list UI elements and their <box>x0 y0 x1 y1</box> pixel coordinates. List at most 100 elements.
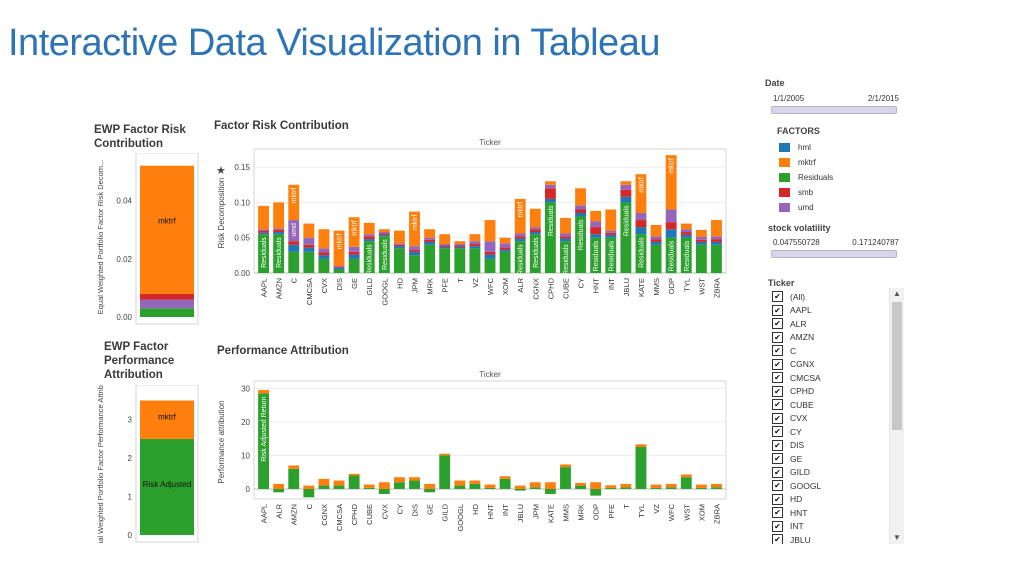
bar-segment[interactable] <box>140 299 194 309</box>
scroll-up-icon[interactable]: ▲ <box>893 289 901 298</box>
bar-segment[interactable] <box>499 476 511 479</box>
checkbox-checked-icon[interactable]: ✔ <box>772 520 783 532</box>
bar-segment[interactable] <box>590 488 602 496</box>
bar-segment[interactable] <box>348 473 360 476</box>
bar-segment[interactable] <box>605 230 617 233</box>
bar-segment[interactable] <box>575 205 587 210</box>
bar-segment[interactable] <box>544 482 556 489</box>
bar-segment[interactable] <box>544 184 556 189</box>
bar-segment[interactable] <box>499 243 511 248</box>
bar-segment[interactable] <box>140 308 194 317</box>
bar-segment[interactable] <box>273 232 285 235</box>
ticker-item[interactable]: ✔ HD <box>772 493 906 507</box>
factor-legend-item[interactable]: Residuals <box>779 170 905 185</box>
checkbox-checked-icon[interactable]: ✔ <box>772 439 783 451</box>
bar-segment[interactable] <box>318 255 330 259</box>
bar-segment[interactable] <box>635 447 647 489</box>
bar-segment[interactable] <box>560 464 571 468</box>
bar-segment[interactable] <box>711 483 722 488</box>
bar-segment[interactable] <box>378 234 390 237</box>
bar-segment[interactable] <box>273 483 285 489</box>
bar-segment[interactable] <box>680 474 692 478</box>
bar-segment[interactable] <box>590 210 602 222</box>
bar-segment[interactable] <box>529 227 541 230</box>
ticker-item[interactable]: ✔ CMCSA <box>772 371 906 385</box>
checkbox-checked-icon[interactable]: ✔ <box>772 291 783 303</box>
bar-segment[interactable] <box>318 248 330 253</box>
bar-segment[interactable] <box>454 480 466 486</box>
bar-segment[interactable] <box>650 241 662 245</box>
bar-segment[interactable] <box>711 487 722 489</box>
ticker-item[interactable]: ✔ CUBE <box>772 398 906 412</box>
bar-segment[interactable] <box>514 236 526 239</box>
bar-segment[interactable] <box>484 254 496 259</box>
bar-segment[interactable] <box>650 236 662 240</box>
ticker-item[interactable]: ✔ CY <box>772 425 906 439</box>
bar-segment[interactable] <box>529 487 541 489</box>
bar-segment[interactable] <box>469 241 481 245</box>
bar-segment[interactable] <box>318 252 330 256</box>
bar-segment[interactable] <box>499 247 511 250</box>
checkbox-checked-icon[interactable]: ✔ <box>772 399 783 411</box>
bar-segment[interactable] <box>590 482 602 489</box>
bar-segment[interactable] <box>711 241 722 245</box>
bar-segment[interactable] <box>560 236 571 239</box>
bar-segment[interactable] <box>288 465 300 469</box>
bar-segment[interactable] <box>650 487 662 489</box>
bar-segment[interactable] <box>529 234 541 273</box>
bar-segment[interactable] <box>454 485 466 489</box>
checkbox-checked-icon[interactable]: ✔ <box>772 507 783 519</box>
bar-segment[interactable] <box>499 478 511 489</box>
bar-segment[interactable] <box>318 478 330 486</box>
bar-segment[interactable] <box>635 227 647 235</box>
bar-segment[interactable] <box>620 483 632 488</box>
bar-segment[interactable] <box>544 188 556 199</box>
bar-segment[interactable] <box>258 232 269 235</box>
bar-segment[interactable] <box>348 258 360 273</box>
bar-segment[interactable] <box>273 229 285 233</box>
bar-segment[interactable] <box>363 487 375 489</box>
bar-segment[interactable] <box>605 232 617 235</box>
bar-segment[interactable] <box>605 485 617 488</box>
bar-segment[interactable] <box>680 477 692 489</box>
bar-segment[interactable] <box>333 265 345 268</box>
bar-segment[interactable] <box>484 484 496 488</box>
bar-segment[interactable] <box>303 223 315 238</box>
bar-segment[interactable] <box>333 269 345 273</box>
bar-segment[interactable] <box>273 228 285 230</box>
bar-segment[interactable] <box>560 233 571 237</box>
bar-segment[interactable] <box>695 241 707 245</box>
bar-segment[interactable] <box>439 453 451 456</box>
bar-segment[interactable] <box>620 202 632 273</box>
bar-segment[interactable] <box>590 237 602 273</box>
checkbox-checked-icon[interactable]: ✔ <box>772 372 783 384</box>
bar-segment[interactable] <box>333 230 345 266</box>
bar-segment[interactable] <box>469 248 481 273</box>
pin-icon[interactable]: ★ <box>216 165 226 177</box>
bar-segment[interactable] <box>348 246 360 252</box>
checkbox-checked-icon[interactable]: ✔ <box>772 318 783 330</box>
bar-segment[interactable] <box>590 221 602 228</box>
bar-segment[interactable] <box>439 246 451 249</box>
ticker-item[interactable]: ✔ GOOGL <box>772 479 906 493</box>
bar-segment[interactable] <box>424 229 436 238</box>
bar-segment[interactable] <box>378 232 390 234</box>
bar-segment[interactable] <box>514 233 526 237</box>
bar-segment[interactable] <box>544 488 556 494</box>
factor-legend-item[interactable]: mktrf <box>779 155 905 170</box>
bar-segment[interactable] <box>378 482 390 489</box>
checkbox-checked-icon[interactable]: ✔ <box>772 331 783 343</box>
bar-segment[interactable] <box>409 246 420 250</box>
bar-segment[interactable] <box>288 468 300 489</box>
bar-segment[interactable] <box>258 229 269 231</box>
perf-chart[interactable]: Ticker 0 10 20 30 Performance attribution Risk… <box>214 363 734 548</box>
bar-segment[interactable] <box>605 209 617 231</box>
bar-segment[interactable] <box>424 488 436 493</box>
checkbox-checked-icon[interactable]: ✔ <box>772 345 783 357</box>
bar-segment[interactable] <box>635 213 647 221</box>
ticker-item[interactable]: ✔ GILD <box>772 466 906 480</box>
bar-segment[interactable] <box>393 230 405 244</box>
bar-segment[interactable] <box>560 241 571 273</box>
bar-segment[interactable] <box>560 467 571 489</box>
checkbox-checked-icon[interactable]: ✔ <box>772 358 783 370</box>
